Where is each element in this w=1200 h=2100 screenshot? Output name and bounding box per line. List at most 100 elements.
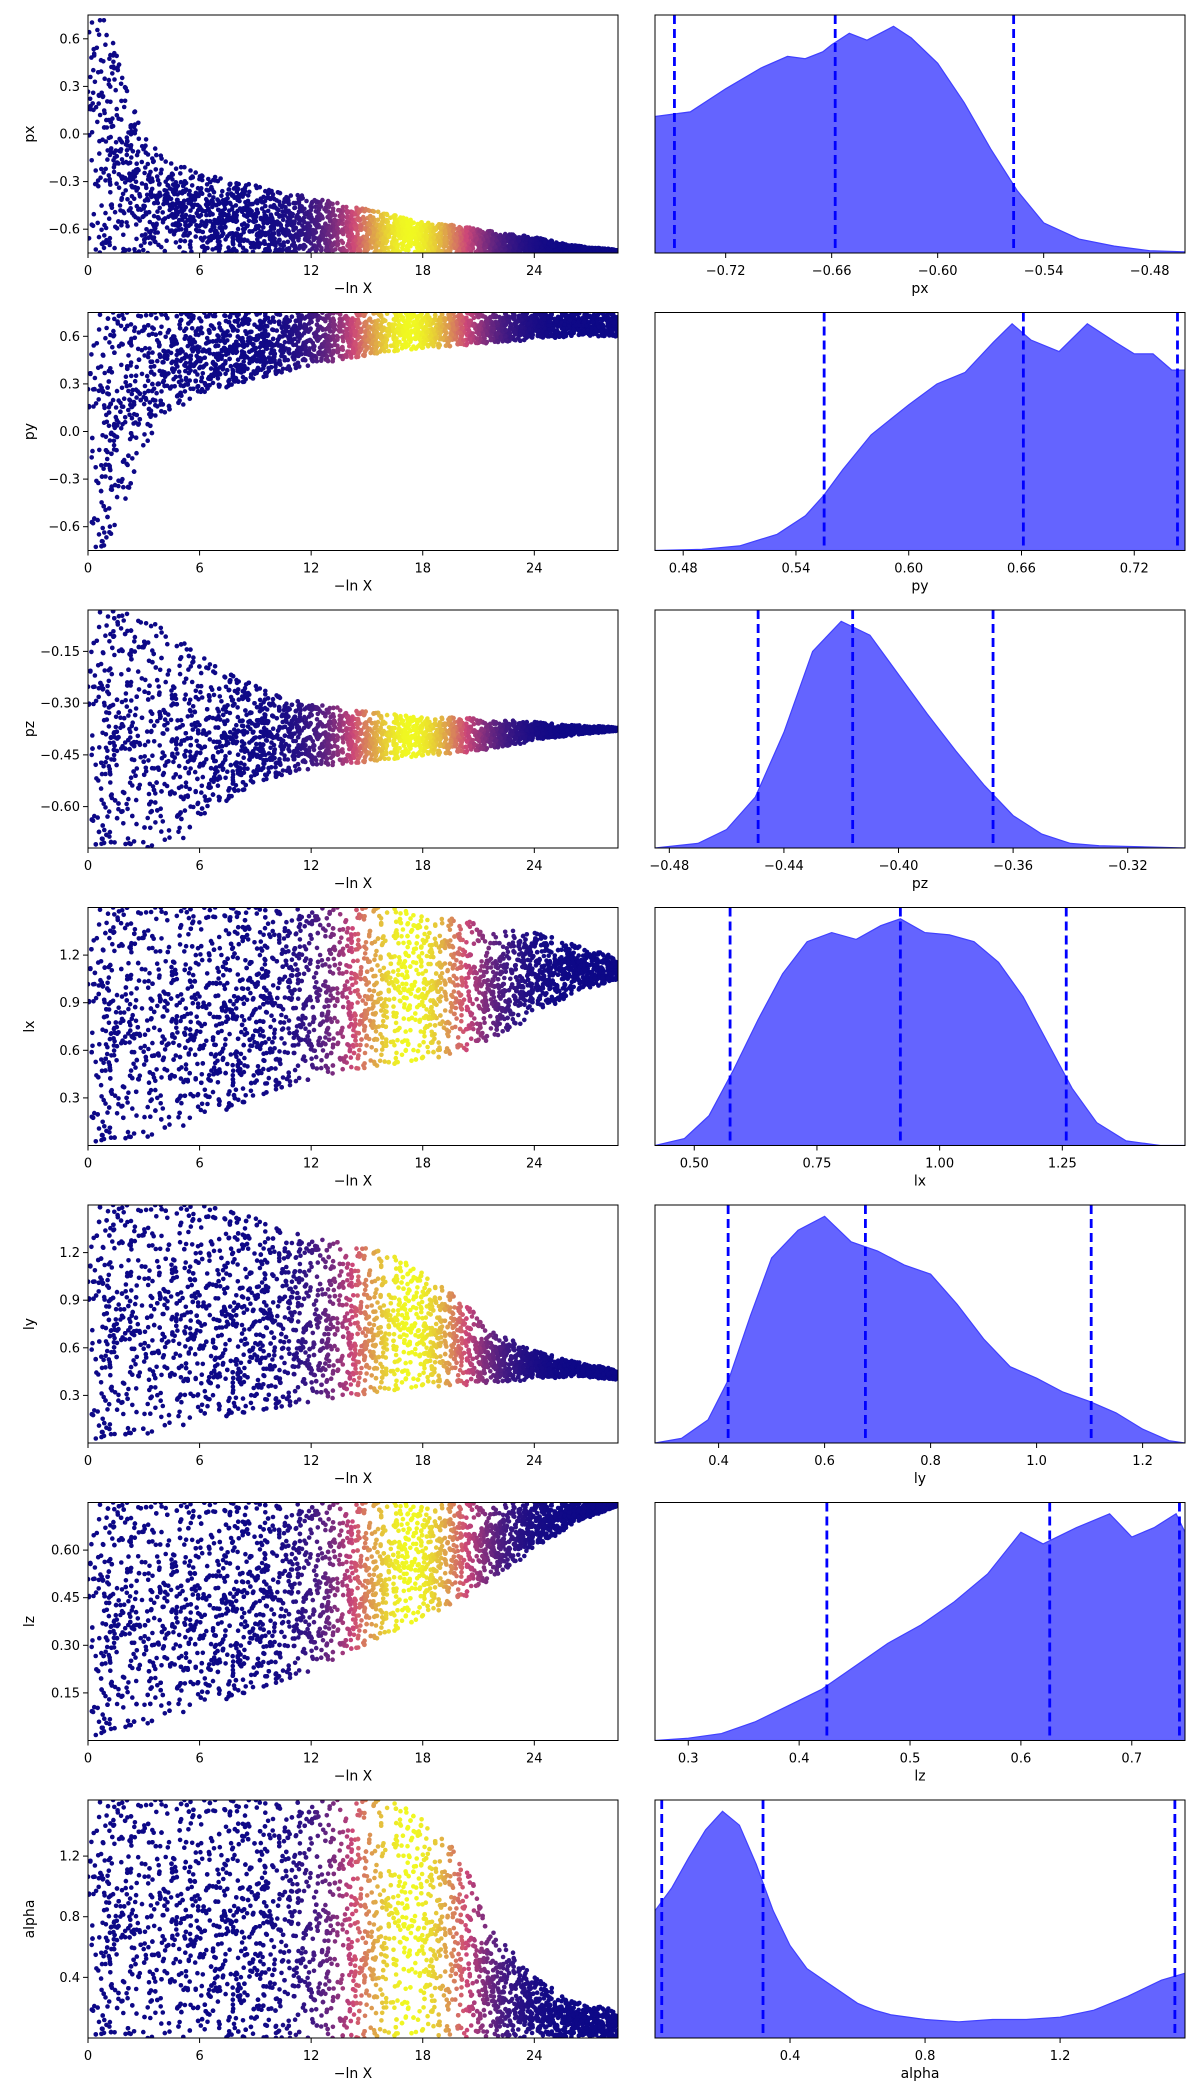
trace-point — [419, 249, 425, 253]
trace-point — [292, 246, 298, 251]
trace-point — [217, 225, 222, 230]
trace-point — [117, 203, 123, 208]
trace-point — [384, 212, 390, 218]
trace-point — [464, 225, 470, 230]
trace-point — [112, 316, 117, 322]
trace-point — [242, 226, 248, 232]
trace-point — [349, 250, 354, 253]
trace-point — [134, 203, 140, 209]
trace-point — [89, 20, 95, 25]
trace-point — [121, 104, 127, 110]
trace-point — [464, 234, 470, 239]
trace-point — [345, 209, 351, 214]
trace-point — [240, 250, 246, 253]
trace-point — [330, 212, 336, 218]
trace-point — [381, 245, 387, 251]
trace-point — [97, 250, 103, 253]
trace-point — [211, 177, 216, 183]
trace-point — [159, 156, 164, 161]
trace-point — [104, 535, 109, 540]
trace-point — [124, 138, 130, 144]
trace-point — [136, 249, 142, 253]
trace-point — [204, 221, 209, 227]
trace-point — [276, 199, 282, 205]
trace-point — [352, 212, 358, 217]
trace-point — [235, 186, 241, 192]
trace-point — [143, 232, 148, 237]
trace-point — [256, 242, 261, 248]
trace-point — [268, 235, 273, 241]
trace-point — [175, 212, 180, 217]
trace-point — [483, 250, 489, 253]
trace-point — [130, 456, 135, 461]
trace-point — [271, 205, 276, 210]
trace-point — [247, 229, 253, 234]
trace-point — [261, 250, 266, 253]
trace-point — [102, 76, 107, 81]
trace-point — [108, 332, 113, 338]
trace-point — [225, 191, 230, 197]
trace-point — [337, 246, 343, 252]
trace-point — [337, 208, 343, 213]
trace-point — [487, 228, 493, 234]
trace-point — [157, 181, 162, 187]
trace-point — [94, 181, 99, 187]
trace-point — [512, 249, 517, 253]
trace-point — [164, 238, 169, 243]
trace-point — [353, 226, 359, 231]
trace-point — [134, 236, 139, 242]
trace-point — [108, 52, 113, 58]
trace-point — [477, 247, 483, 252]
trace-point — [105, 157, 110, 162]
trace-point — [88, 74, 93, 80]
trace-point — [103, 139, 109, 144]
trace-point — [89, 55, 94, 60]
trace-point — [557, 243, 563, 249]
trace-point — [147, 219, 153, 225]
trace-point — [178, 164, 184, 170]
trace-point — [142, 353, 147, 358]
trace-point — [104, 125, 110, 130]
trace-point — [88, 29, 92, 35]
trace-point — [454, 231, 459, 237]
trace-point — [226, 208, 232, 213]
trace-point — [99, 203, 104, 208]
trace-point — [332, 230, 338, 235]
trace-point — [215, 239, 221, 244]
trace-point — [378, 214, 384, 220]
trace-point — [314, 223, 319, 229]
trace-point — [442, 237, 448, 242]
trace-point — [165, 183, 171, 188]
trace-point — [133, 222, 139, 227]
trace-point — [236, 234, 241, 240]
trace-point — [215, 231, 220, 236]
trace-point — [135, 346, 141, 352]
trace-point — [143, 212, 149, 217]
trace-point — [371, 226, 376, 232]
trace-point — [151, 213, 157, 219]
trace-point — [451, 223, 456, 228]
trace-point — [119, 98, 124, 104]
trace-point — [413, 241, 418, 246]
trace-point — [96, 92, 102, 98]
trace-point — [388, 244, 394, 250]
trace-point — [268, 217, 273, 223]
trace-point — [356, 247, 361, 252]
trace-point — [332, 217, 338, 223]
trace-point — [492, 244, 498, 250]
trace-point — [128, 143, 134, 148]
trace-point — [215, 197, 220, 202]
trace-point — [112, 522, 117, 528]
trace-point — [230, 193, 236, 198]
trace-point — [237, 242, 243, 248]
trace-point — [173, 188, 179, 193]
trace-point — [129, 155, 134, 160]
trace-point — [252, 245, 258, 250]
trace-point — [104, 117, 109, 123]
trace-point — [307, 232, 312, 238]
trace-point — [105, 99, 110, 104]
trace-point — [148, 189, 154, 194]
trace-point — [134, 364, 139, 370]
trace-point — [215, 207, 221, 213]
